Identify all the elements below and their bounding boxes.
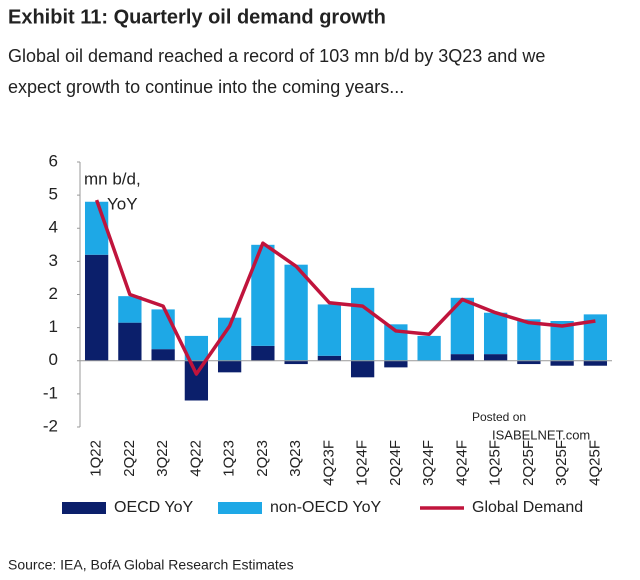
x-tick-label: 3Q22	[154, 440, 171, 477]
watermark: Posted on	[472, 410, 526, 424]
x-tick-label: 2Q25F	[520, 440, 537, 486]
x-tick-label: 4Q24F	[453, 440, 470, 486]
legend-swatch	[218, 502, 262, 514]
x-tick-label: 1Q23	[221, 440, 238, 477]
watermark: ISABELNET.com	[492, 427, 590, 442]
x-tick-label: 4Q23F	[320, 440, 337, 486]
legend-swatch	[62, 502, 106, 514]
subtitle: expect growth to continue into the comin…	[8, 77, 404, 97]
bar	[151, 309, 175, 350]
y-axis-label: YoY	[107, 194, 138, 213]
bar	[350, 287, 375, 361]
subtitle: Global oil demand reached a record of 10…	[8, 46, 545, 66]
x-tick-label: 4Q22	[187, 440, 204, 477]
bar	[151, 349, 175, 361]
y-tick-label: 5	[49, 185, 58, 204]
legend-label: non-OECD YoY	[270, 499, 382, 516]
bar	[284, 360, 308, 365]
x-tick-label: 3Q24F	[420, 440, 437, 486]
line	[94, 199, 596, 376]
bar	[284, 264, 308, 361]
bar	[450, 354, 475, 361]
x-tick-label: 2Q24F	[387, 440, 404, 486]
bar	[384, 360, 408, 368]
bar	[350, 360, 375, 378]
y-tick-label: -1	[43, 383, 58, 402]
bar	[450, 297, 475, 355]
y-tick-label: 2	[49, 284, 58, 303]
x-tick-label: 1Q24F	[354, 440, 371, 486]
y-tick-label: 1	[49, 317, 58, 336]
y-tick-label: -2	[43, 416, 58, 435]
x-tick-label: 1Q25F	[487, 440, 504, 486]
bar	[118, 322, 142, 361]
y-tick-label: 6	[49, 151, 58, 170]
bar	[483, 312, 508, 355]
x-tick-label: 2Q23	[254, 440, 271, 477]
bar	[384, 324, 408, 361]
bar	[84, 254, 109, 361]
bar	[583, 360, 608, 366]
bar	[417, 335, 441, 361]
bar	[517, 319, 541, 361]
bar	[118, 296, 142, 323]
y-tick-label: 3	[49, 251, 58, 270]
legend-label: OECD YoY	[114, 499, 193, 516]
x-tick-label: 3Q25F	[553, 440, 570, 486]
bar	[550, 321, 574, 361]
bar	[251, 244, 275, 346]
bar	[317, 304, 342, 356]
chart-title: Exhibit 11: Quarterly oil demand growth	[8, 6, 386, 28]
bar	[483, 354, 508, 361]
bar	[184, 360, 209, 401]
bar	[251, 345, 275, 361]
bar	[217, 317, 242, 361]
bar	[317, 355, 342, 361]
bar	[184, 335, 209, 361]
x-tick-label: 1Q22	[88, 440, 105, 477]
source: Source: IEA, BofA Global Research Estima…	[8, 557, 294, 573]
y-axis-label: mn b/d,	[84, 169, 141, 188]
bar	[517, 360, 541, 365]
bar	[550, 360, 574, 366]
x-tick-label: 4Q25F	[586, 440, 603, 486]
legend-label: Global Demand	[472, 499, 583, 516]
y-tick-label: 4	[49, 218, 58, 237]
bar	[583, 314, 608, 361]
bar	[217, 360, 242, 373]
x-tick-label: 3Q23	[287, 440, 304, 477]
y-tick-label: 0	[49, 350, 58, 369]
x-tick-label: 2Q22	[121, 440, 138, 477]
